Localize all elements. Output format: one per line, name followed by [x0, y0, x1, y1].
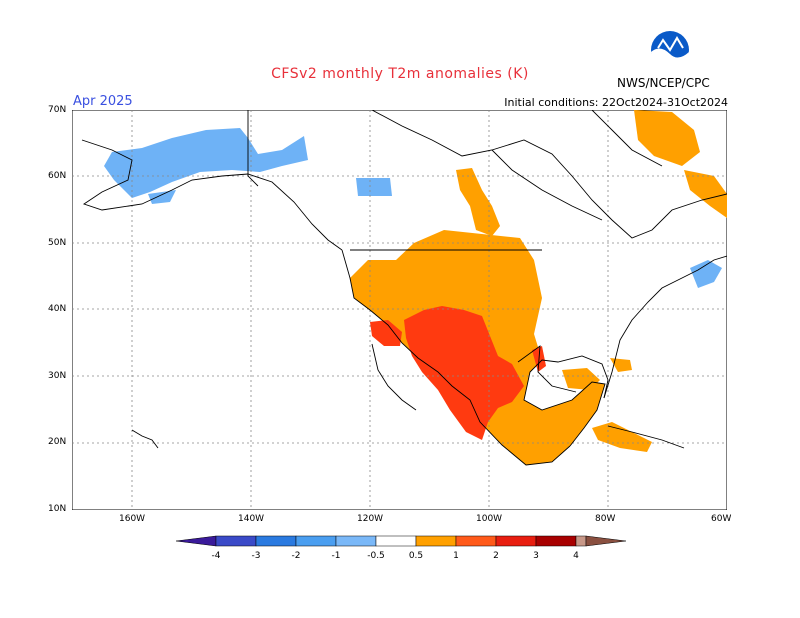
lon-label-80w: 80W — [595, 514, 616, 524]
lon-label-120w: 120W — [357, 514, 384, 524]
lat-label-30n: 30N — [48, 371, 67, 381]
colorbar-label: -0.5 — [367, 551, 385, 561]
lon-label-140w: 140W — [238, 514, 265, 524]
cool-anomaly-region — [104, 128, 722, 288]
colorbar-label: -2 — [292, 551, 301, 561]
colorbar-label: -4 — [212, 551, 221, 561]
noaa-logo-icon — [651, 31, 689, 70]
lon-label-60w: 60W — [711, 514, 732, 524]
lon-label-160w: 160W — [119, 514, 146, 524]
lat-label-60n: 60N — [48, 171, 67, 181]
lat-label-10n: 10N — [48, 504, 67, 514]
agency-label: NWS/NCEP/CPC — [617, 76, 710, 90]
map-title: CFSv2 monthly T2m anomalies (K) — [271, 66, 529, 82]
lat-label-70n: 70N — [48, 105, 67, 115]
colorbar-label: 4 — [573, 551, 579, 561]
anomaly-map — [72, 110, 727, 510]
lon-label-100w: 100W — [476, 514, 503, 524]
coastlines — [81, 110, 727, 466]
initial-conditions: Initial conditions: 22Oct2024-31Oct2024 — [504, 96, 728, 109]
lat-label-40n: 40N — [48, 304, 67, 314]
colorbar-label: -3 — [252, 551, 261, 561]
colorbar: -4 -3 -2 -1 -0.5 0.5 1 2 3 4 — [176, 535, 626, 561]
strong-warm-anomaly-region — [370, 306, 546, 440]
colorbar-label: 2 — [493, 551, 499, 561]
lat-label-20n: 20N — [48, 437, 67, 447]
colorbar-label: 1 — [453, 551, 459, 561]
forecast-month: Apr 2025 — [73, 94, 133, 109]
lat-label-50n: 50N — [48, 238, 67, 248]
colorbar-label: 0.5 — [409, 551, 423, 561]
colorbar-label: 3 — [533, 551, 539, 561]
colorbar-label: -1 — [332, 551, 341, 561]
